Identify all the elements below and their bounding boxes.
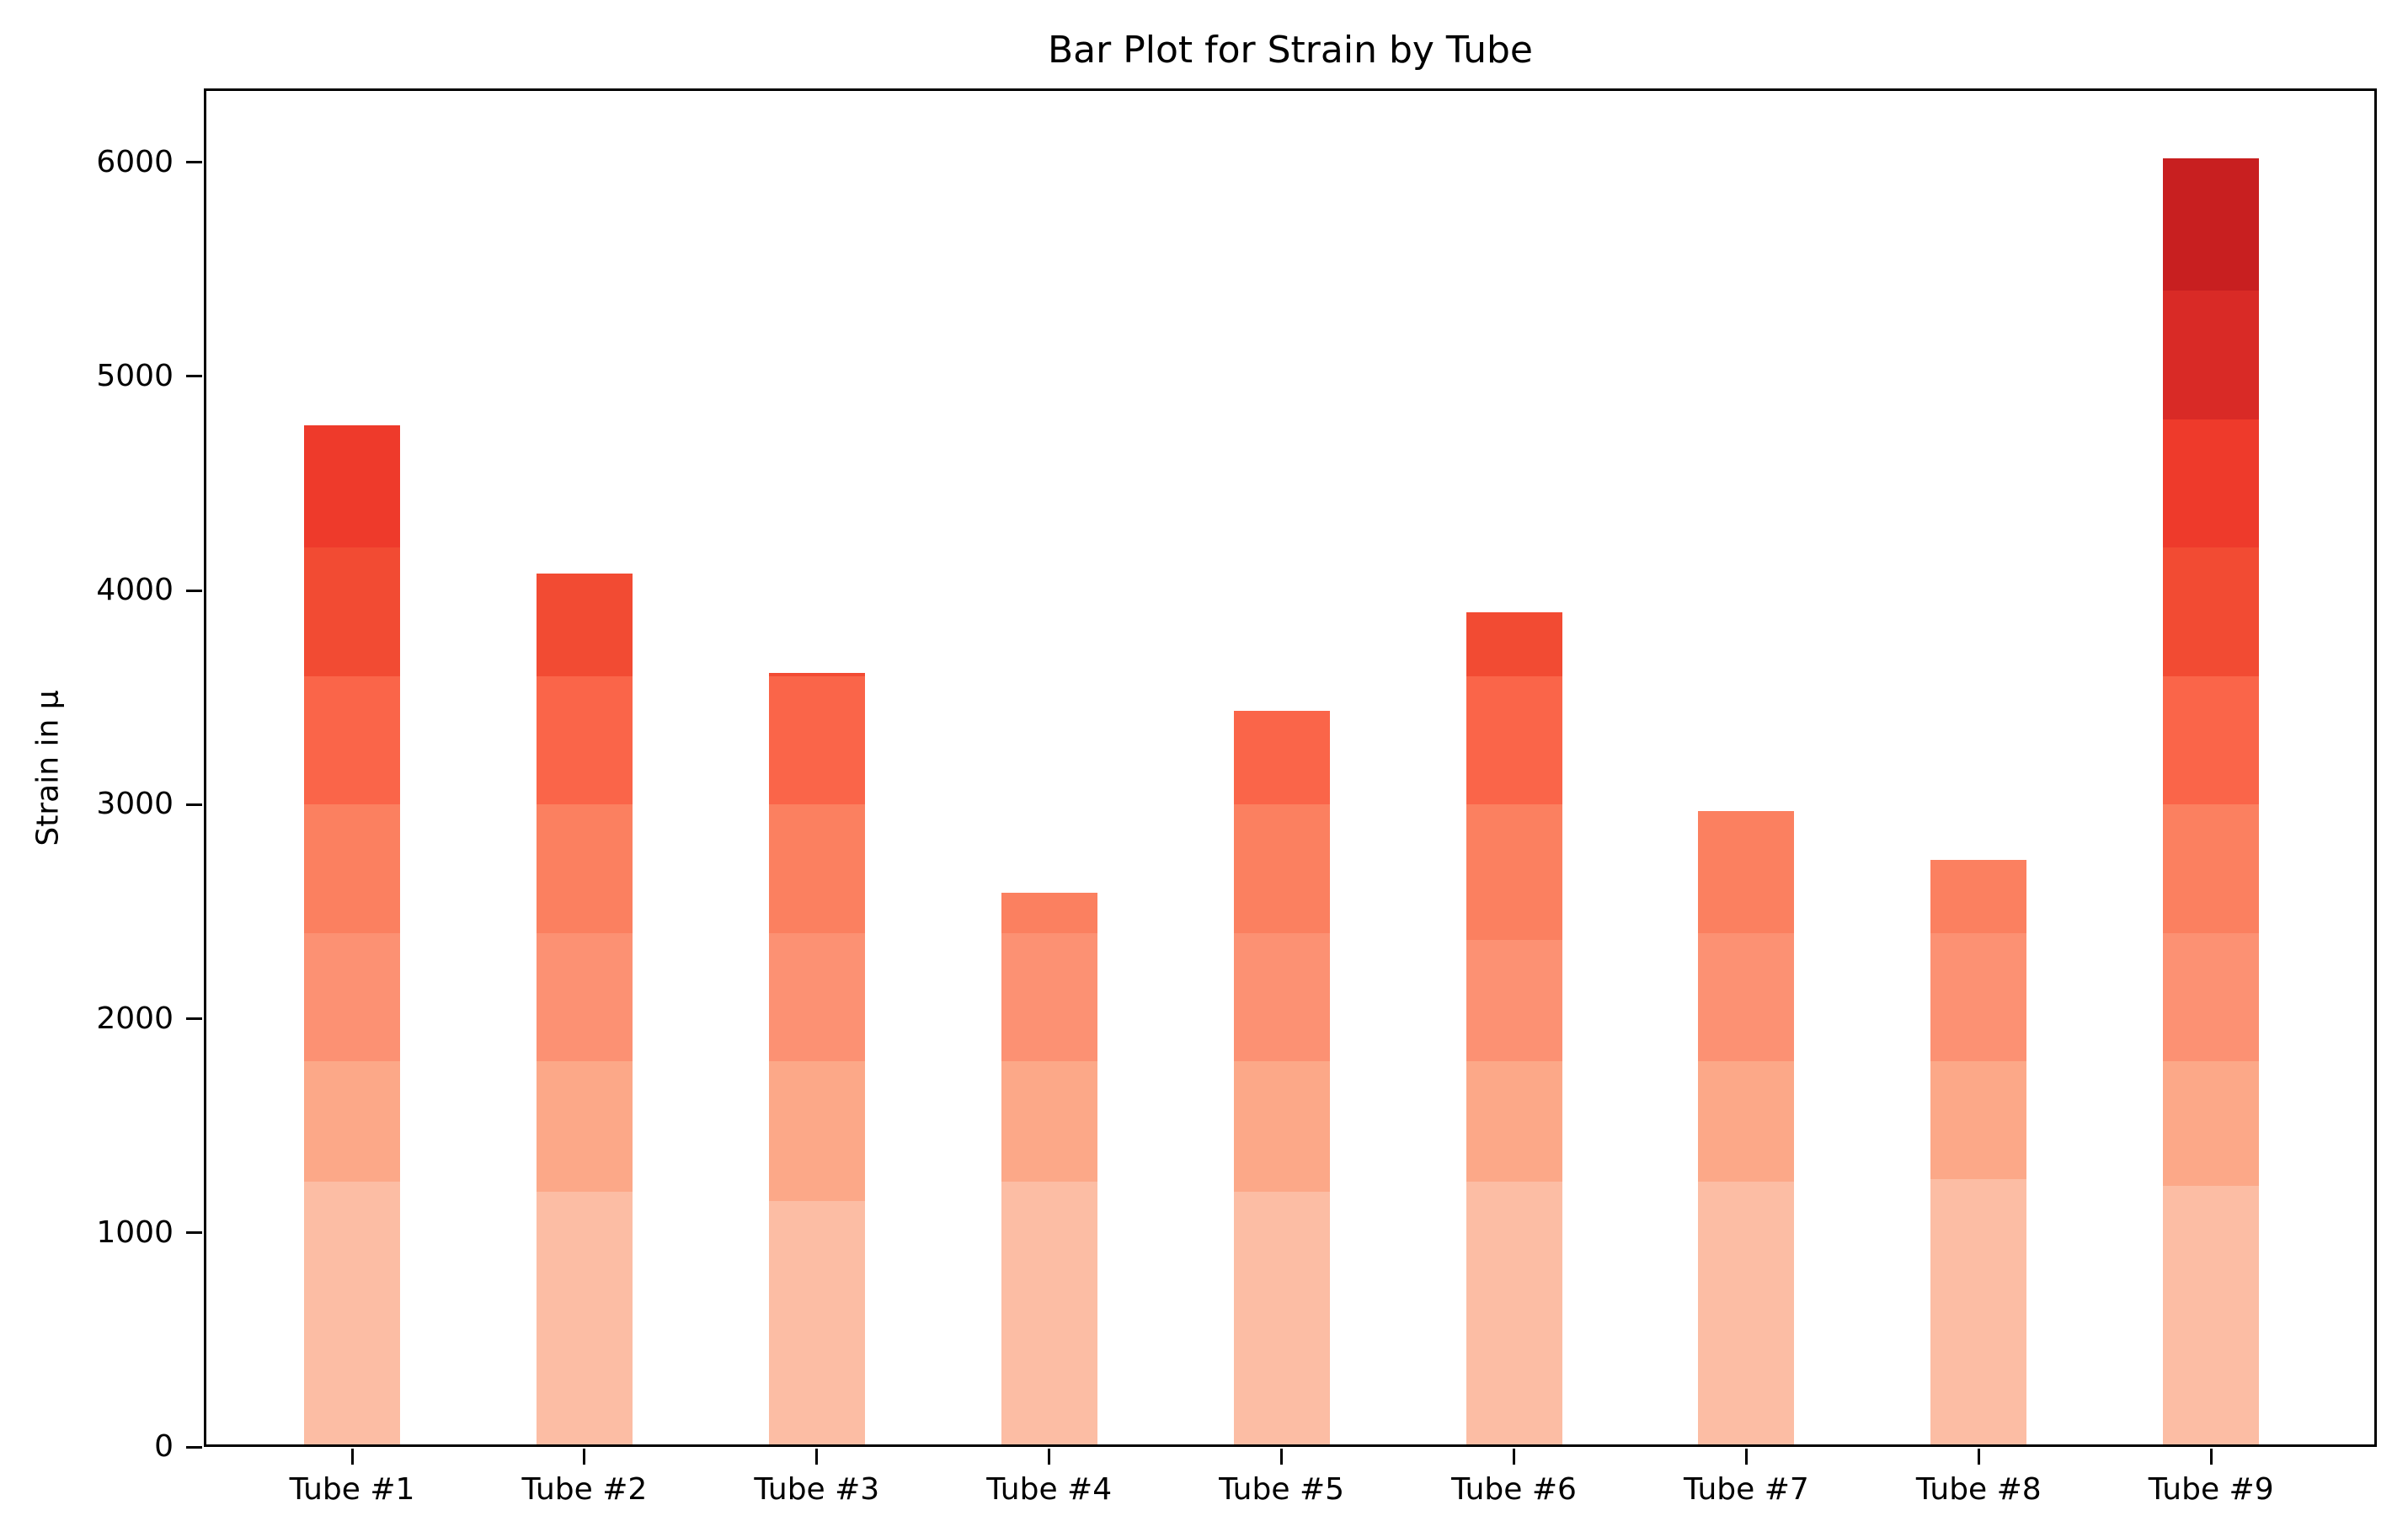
bar-tube-1 bbox=[304, 425, 400, 1447]
bar-segment bbox=[768, 675, 865, 805]
y-tick-label: 2000 bbox=[96, 1001, 174, 1036]
bar-segment bbox=[304, 425, 400, 548]
x-tick bbox=[1280, 1449, 1284, 1465]
bar-segment bbox=[1233, 1061, 1330, 1193]
bar-segment bbox=[2163, 547, 2260, 676]
bar-segment bbox=[304, 547, 400, 676]
y-tick-label: 5000 bbox=[96, 358, 174, 393]
bar-tube-2 bbox=[536, 573, 633, 1447]
bar-segment bbox=[1233, 1192, 1330, 1447]
bar-segment bbox=[1001, 892, 1097, 933]
bar-segment bbox=[1930, 1179, 2027, 1447]
bar-segment bbox=[1930, 932, 2027, 1062]
bar-segment bbox=[2163, 804, 2260, 933]
x-tick bbox=[1977, 1449, 1980, 1465]
bar-segment bbox=[1930, 860, 2027, 933]
chart-title: Bar Plot for Strain by Tube bbox=[1048, 29, 1533, 72]
y-tick-label: 1000 bbox=[96, 1214, 174, 1250]
bar-segment bbox=[768, 932, 865, 1062]
y-tick-label: 3000 bbox=[96, 787, 174, 822]
y-tick bbox=[186, 1017, 202, 1021]
bar-segment bbox=[304, 804, 400, 933]
bar-segment bbox=[536, 932, 633, 1062]
y-tick-label: 6000 bbox=[96, 144, 174, 179]
y-tick bbox=[186, 589, 202, 592]
bar-segment bbox=[2163, 675, 2260, 805]
bar-segment bbox=[1466, 611, 1562, 676]
bar-segment bbox=[1233, 932, 1330, 1062]
bar-segment bbox=[1698, 1181, 1795, 1447]
x-tick-label: Tube #1 bbox=[289, 1472, 415, 1507]
bar-tube-9 bbox=[2163, 157, 2260, 1447]
x-tick-label: Tube #6 bbox=[1451, 1472, 1577, 1507]
bar-segment bbox=[536, 804, 633, 933]
bar-segment bbox=[304, 1181, 400, 1447]
bar-segment bbox=[1466, 1061, 1562, 1182]
bar-segment bbox=[768, 1200, 865, 1447]
bar-segment bbox=[1466, 1181, 1562, 1447]
bar-segment bbox=[2163, 419, 2260, 548]
bar-segment bbox=[304, 675, 400, 805]
bar-segment bbox=[1466, 939, 1562, 1062]
bar-segment bbox=[1233, 710, 1330, 805]
bar-segment bbox=[536, 675, 633, 805]
bar-segment bbox=[1698, 1061, 1795, 1182]
y-tick bbox=[186, 1231, 202, 1235]
bar-segment bbox=[768, 1061, 865, 1201]
bar-segment bbox=[1001, 1181, 1097, 1447]
bar-segment bbox=[304, 1061, 400, 1182]
x-tick bbox=[1744, 1449, 1748, 1465]
bar-segment bbox=[1001, 932, 1097, 1062]
bar-segment bbox=[304, 932, 400, 1062]
y-tick bbox=[186, 803, 202, 806]
y-tick-label: 0 bbox=[154, 1429, 174, 1464]
bar-segment bbox=[1698, 932, 1795, 1062]
x-tick bbox=[583, 1449, 586, 1465]
x-tick-label: Tube #7 bbox=[1683, 1472, 1809, 1507]
bar-tube-3 bbox=[768, 673, 865, 1447]
x-tick-label: Tube #3 bbox=[754, 1472, 880, 1507]
x-tick-label: Tube #8 bbox=[1915, 1472, 2042, 1507]
bar-segment bbox=[1233, 804, 1330, 933]
y-tick bbox=[186, 375, 202, 378]
bar-segment bbox=[1698, 811, 1795, 933]
bar-segment bbox=[768, 804, 865, 933]
x-tick bbox=[350, 1449, 354, 1465]
bar-segment bbox=[1930, 1061, 2027, 1180]
bar-segment bbox=[768, 673, 865, 676]
x-tick bbox=[1513, 1449, 1515, 1465]
bar-segment bbox=[2163, 291, 2260, 419]
x-tick-label: Tube #5 bbox=[1219, 1472, 1345, 1507]
bar-segment bbox=[2163, 1185, 2260, 1447]
bar-segment bbox=[1466, 804, 1562, 940]
x-tick-label: Tube #9 bbox=[2148, 1472, 2274, 1507]
x-tick bbox=[1048, 1449, 1051, 1465]
bar-segment bbox=[536, 1192, 633, 1447]
bar-segment bbox=[536, 573, 633, 676]
x-tick-label: Tube #2 bbox=[521, 1472, 648, 1507]
y-tick bbox=[186, 1445, 202, 1449]
x-tick-label: Tube #4 bbox=[986, 1472, 1113, 1507]
y-tick bbox=[186, 161, 202, 164]
bar-tube-7 bbox=[1698, 811, 1795, 1447]
plot-area: 0 1000 2000 3000 4000 5000 6000 Tube #1 Tube #2 T… bbox=[96, 88, 2377, 1507]
bar-tube-6 bbox=[1466, 611, 1562, 1447]
bar-segment bbox=[1466, 675, 1562, 805]
bar-segment bbox=[2163, 1061, 2260, 1186]
bar-tube-5 bbox=[1233, 710, 1330, 1447]
bar-segment bbox=[2163, 932, 2260, 1062]
y-tick-label: 4000 bbox=[96, 573, 174, 608]
x-tick bbox=[2209, 1449, 2213, 1465]
bar-tube-8 bbox=[1930, 860, 2027, 1447]
bar-tube-4 bbox=[1001, 892, 1097, 1447]
bar-segment bbox=[1001, 1061, 1097, 1182]
bar-segment bbox=[536, 1061, 633, 1193]
x-tick bbox=[815, 1449, 819, 1465]
bar-segment bbox=[2163, 157, 2260, 291]
